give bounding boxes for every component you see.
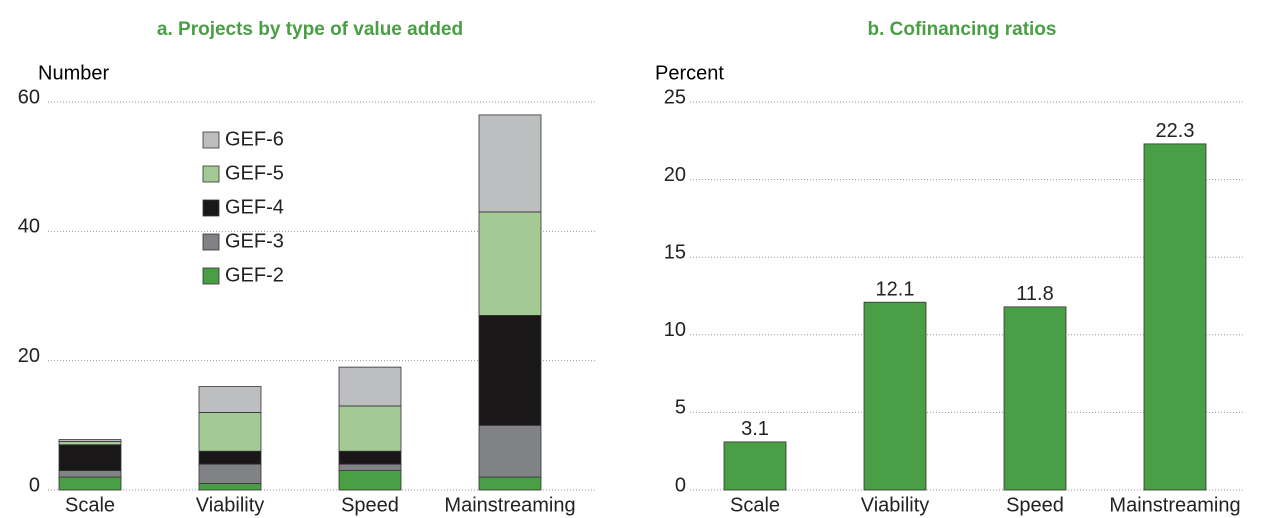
x-tick-label: Scale <box>65 494 115 516</box>
bar-segment <box>338 450 402 465</box>
bar <box>723 441 787 491</box>
value-label: 11.8 <box>1016 283 1053 305</box>
x-tick-label: Speed <box>341 494 399 516</box>
bar-segment <box>478 314 542 426</box>
legend-label: GEF-5 <box>225 162 284 184</box>
y-tick-label: 0 <box>29 474 40 496</box>
bar-segment <box>58 441 122 446</box>
y-axis-label: Percent <box>655 62 724 84</box>
bar-segment <box>198 483 262 491</box>
bar-segment <box>198 450 262 465</box>
bar-segment <box>478 424 542 478</box>
chart-title: b. Cofinancing ratios <box>868 19 1057 40</box>
x-tick-label: Viability <box>861 494 930 516</box>
legend-label: GEF-4 <box>225 196 284 218</box>
bar-segment <box>478 211 542 316</box>
value-label: 3.1 <box>741 418 769 440</box>
x-tick-label: Mainstreaming <box>1109 494 1240 516</box>
y-axis-label: Number <box>38 62 109 84</box>
bar-segment <box>338 405 402 452</box>
y-tick-label: 20 <box>664 164 686 186</box>
y-tick-label: 25 <box>664 86 686 108</box>
bar-segment <box>198 463 262 484</box>
x-tick-label: Viability <box>196 494 265 516</box>
bar-segment <box>478 114 542 213</box>
y-tick-label: 60 <box>18 86 40 108</box>
bar-segment <box>58 444 122 472</box>
legend-swatch <box>202 165 220 183</box>
legend-swatch <box>202 131 220 149</box>
value-label: 22.3 <box>1156 120 1195 142</box>
value-label: 12.1 <box>876 278 915 300</box>
x-tick-label: Speed <box>1006 494 1064 516</box>
bar <box>1003 306 1067 491</box>
x-tick-label: Mainstreaming <box>444 494 575 516</box>
bar-segment <box>478 476 542 491</box>
legend-label: GEF-3 <box>225 230 284 252</box>
legend-swatch <box>202 267 220 285</box>
y-tick-label: 5 <box>675 397 686 419</box>
legend-label: GEF-2 <box>225 264 284 286</box>
bar-segment <box>58 476 122 491</box>
chart-title: a. Projects by type of value added <box>157 19 463 40</box>
legend-swatch <box>202 233 220 251</box>
bar-segment <box>198 386 262 413</box>
bar <box>1143 143 1207 491</box>
x-tick-label: Scale <box>730 494 780 516</box>
bar-segment <box>338 366 402 407</box>
bar-segment <box>198 411 262 452</box>
y-tick-label: 20 <box>18 345 40 367</box>
legend-label: GEF-6 <box>225 128 284 150</box>
bar-segment <box>58 439 122 442</box>
bar-segment <box>338 463 402 471</box>
bar-segment <box>58 470 122 478</box>
y-tick-label: 40 <box>18 216 40 238</box>
y-tick-label: 10 <box>664 319 686 341</box>
bar-segment <box>338 470 402 491</box>
bar <box>863 301 927 491</box>
legend-swatch <box>202 199 220 217</box>
y-tick-label: 15 <box>664 241 686 263</box>
y-tick-label: 0 <box>675 474 686 496</box>
